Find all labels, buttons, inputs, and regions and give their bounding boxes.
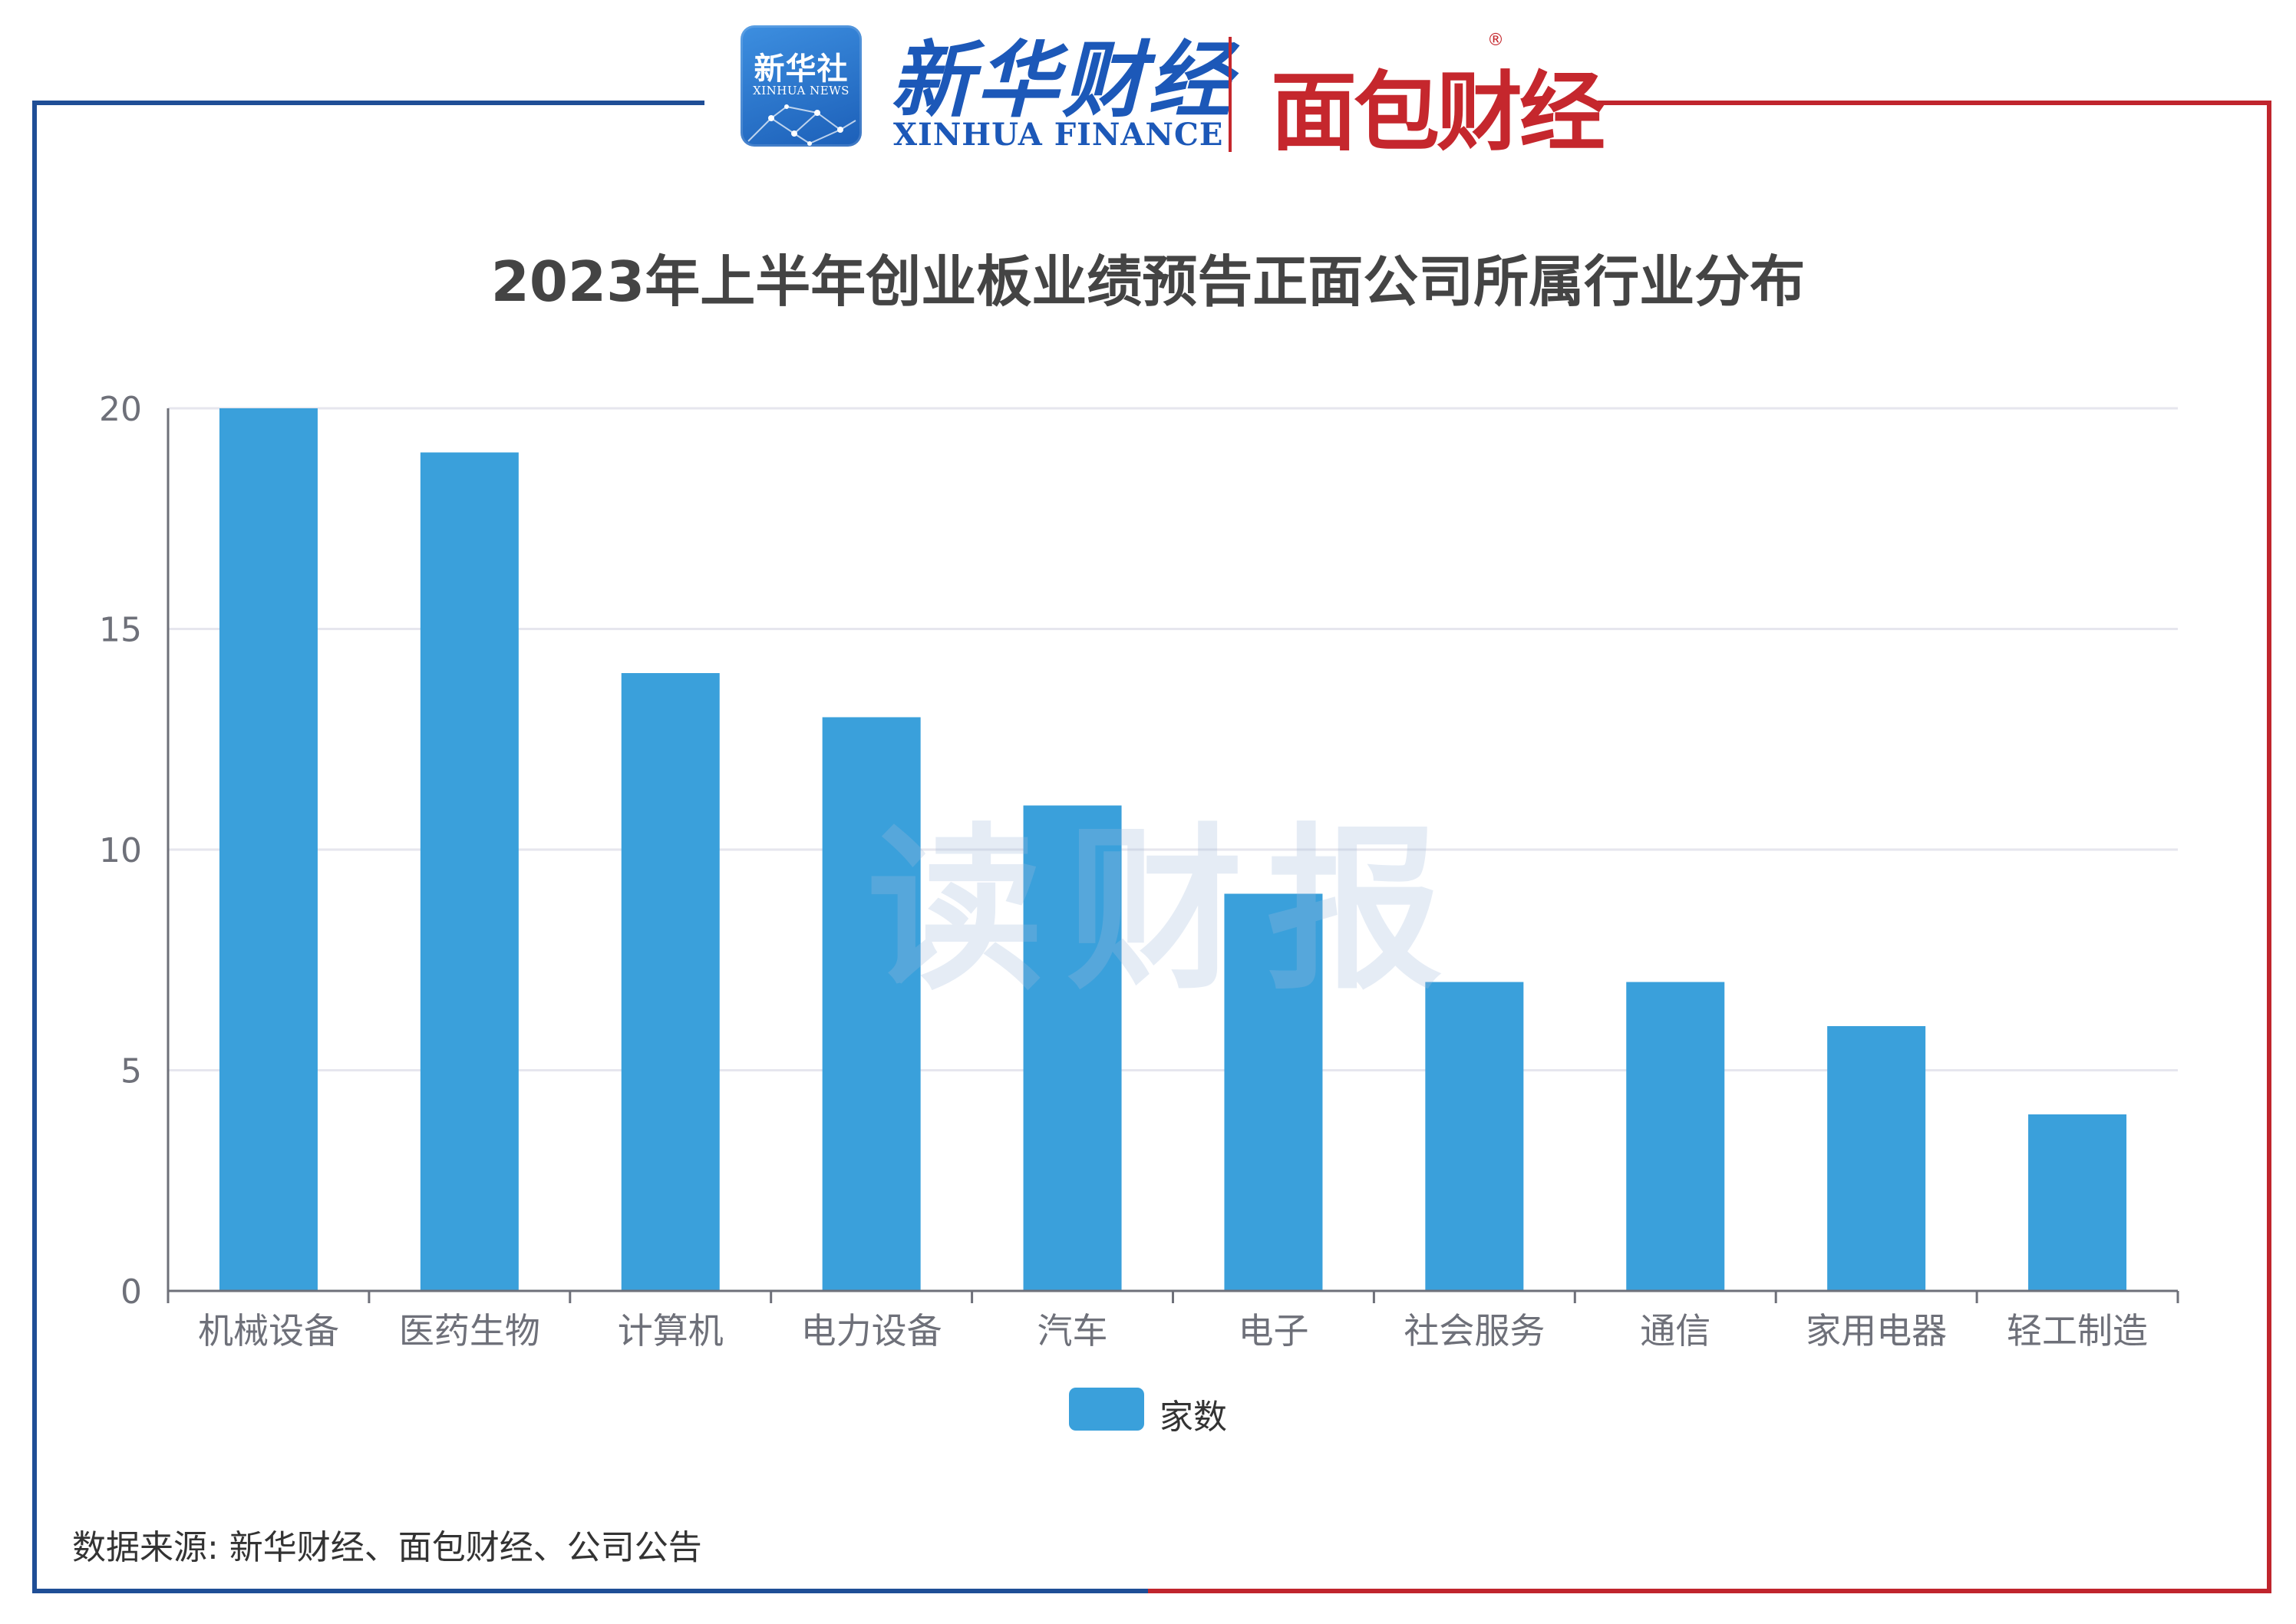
legend-label: 家数 xyxy=(1160,1398,1227,1437)
bar-通信 xyxy=(1626,982,1725,1291)
x-category-label: 计算机 xyxy=(618,1310,724,1352)
registered-mark: ® xyxy=(1487,31,1504,50)
y-tick-label: 0 xyxy=(120,1272,142,1312)
y-tick-label: 20 xyxy=(99,390,142,429)
bar-计算机 xyxy=(621,673,720,1291)
y-tick-label: 10 xyxy=(99,831,142,870)
bar-电力设备 xyxy=(822,717,921,1291)
bar-社会服务 xyxy=(1425,982,1524,1291)
xinhua-news-logo: 新华社 XINHUA NEWS xyxy=(741,25,862,147)
bar-轻工制造 xyxy=(2028,1114,2127,1291)
x-category-label: 社会服务 xyxy=(1404,1310,1545,1352)
y-tick-label: 15 xyxy=(99,611,142,650)
bar-机械设备 xyxy=(219,408,318,1291)
xinhua-badge-en: XINHUA NEWS xyxy=(753,84,849,97)
x-category-label: 机械设备 xyxy=(198,1310,339,1352)
bar-医药生物 xyxy=(420,452,519,1291)
x-category-label: 医药生物 xyxy=(399,1310,540,1352)
y-tick-label: 5 xyxy=(120,1052,142,1091)
bar-汽车 xyxy=(1023,805,1122,1291)
x-category-label: 汽车 xyxy=(1037,1310,1108,1352)
x-category-label: 通信 xyxy=(1640,1310,1710,1352)
bar-家用电器 xyxy=(1827,1026,1926,1291)
mianbao-finance-logo: 面包财经 xyxy=(1271,63,1605,163)
x-category-label: 电子 xyxy=(1238,1310,1308,1352)
logo-divider xyxy=(1229,37,1232,152)
watermark: 读财报 xyxy=(867,809,1466,1014)
x-category-label: 电力设备 xyxy=(801,1310,942,1352)
data-source-note: 数据来源: 新华财经、面包财经、公司公告 xyxy=(72,1528,702,1567)
xinhua-badge-cn: 新华社 xyxy=(754,51,849,87)
chart-title: 2023年上半年创业板业绩预告正面公司所属行业分布 xyxy=(490,249,1806,314)
legend-swatch xyxy=(1069,1388,1144,1431)
xinhua-finance-logo-en: XINHUA FINANCE xyxy=(893,117,1224,153)
x-category-label: 轻工制造 xyxy=(2007,1310,2148,1352)
network-icon xyxy=(747,104,856,146)
xinhua-finance-logo-cn: 新华财经 xyxy=(890,33,1235,129)
bar-电子 xyxy=(1224,893,1323,1291)
x-category-label: 家用电器 xyxy=(1806,1310,1947,1352)
